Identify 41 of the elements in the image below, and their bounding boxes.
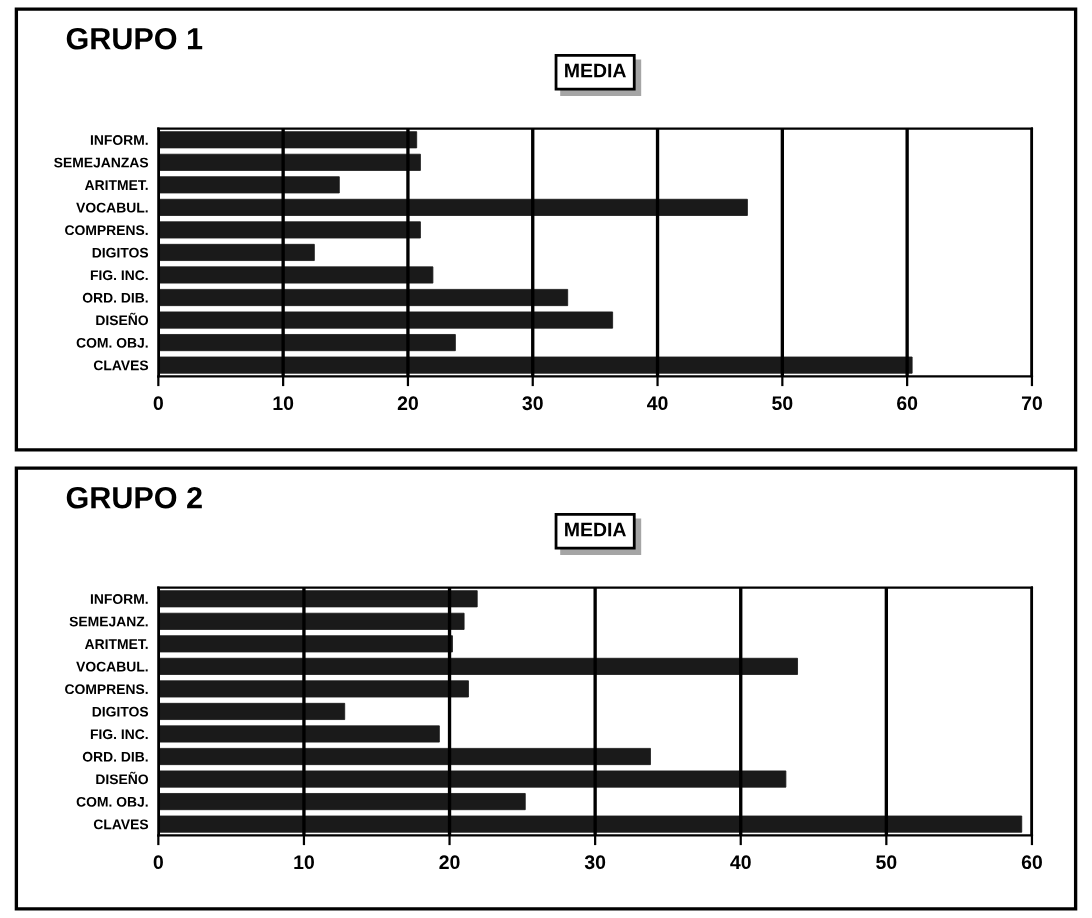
bar	[158, 153, 421, 171]
x-tick-label: 10	[294, 855, 314, 870]
bar	[158, 311, 614, 329]
x-tick-label: 60	[897, 396, 918, 411]
bar	[158, 198, 748, 216]
bar	[158, 747, 651, 766]
chart-title: GRUPO 1	[66, 27, 203, 50]
x-tick-label: 60	[1021, 855, 1042, 870]
x-tick-label: 70	[1021, 396, 1042, 411]
bar	[158, 221, 421, 239]
x-tick-label: 0	[153, 855, 163, 870]
x-tick-label: 20	[439, 855, 460, 870]
bar	[158, 266, 434, 284]
chart-title: GRUPO 2	[66, 486, 202, 509]
bar	[158, 702, 346, 720]
x-tick-label: 50	[876, 855, 897, 870]
text: MEDIA	[565, 522, 626, 537]
x-tick-label: 50	[772, 396, 793, 411]
bar	[158, 288, 569, 307]
bar	[158, 334, 456, 352]
text: MEDIA	[565, 63, 626, 78]
bar	[158, 131, 418, 149]
x-tick-label: 20	[397, 396, 418, 411]
bar	[158, 725, 440, 743]
bar	[158, 356, 913, 374]
bar	[158, 770, 787, 788]
x-tick-label: 0	[153, 396, 163, 411]
bar	[158, 680, 469, 698]
x-tick-label: 40	[647, 396, 668, 411]
bar	[158, 793, 526, 811]
bar	[158, 176, 340, 194]
bar	[158, 243, 315, 261]
x-tick-label: 40	[730, 855, 751, 870]
bar	[158, 590, 478, 608]
x-tick-label: 30	[584, 855, 606, 870]
bar	[158, 612, 465, 630]
x-tick-label: 30	[522, 396, 543, 411]
bar	[158, 635, 453, 653]
x-tick-label: 10	[273, 396, 294, 411]
bar	[158, 657, 798, 675]
bar	[158, 815, 1023, 833]
